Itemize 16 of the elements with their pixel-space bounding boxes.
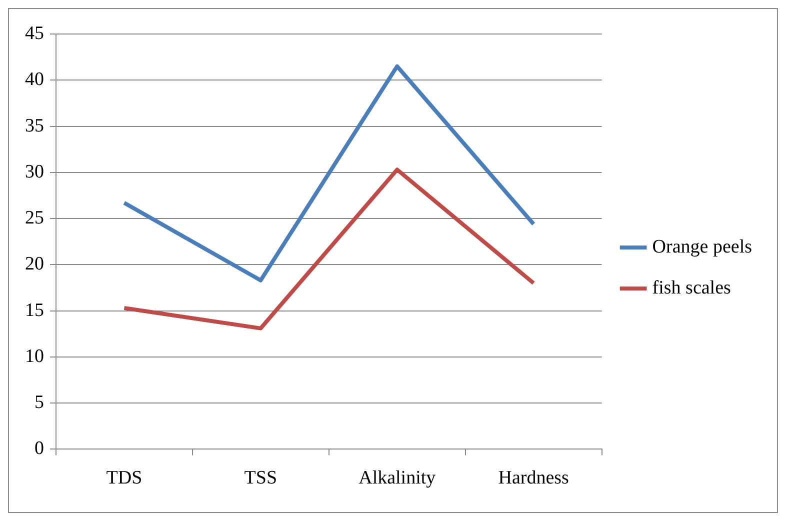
y-tick-label: 35 bbox=[25, 115, 44, 136]
x-tick-label: TSS bbox=[244, 468, 278, 489]
y-tick-label: 10 bbox=[25, 346, 44, 367]
y-tick-label: 20 bbox=[25, 254, 44, 275]
legend-label: fish scales bbox=[652, 277, 731, 298]
y-tick-label: 5 bbox=[34, 392, 44, 414]
x-tick-label: Hardness bbox=[498, 468, 569, 489]
y-tick-label: 0 bbox=[34, 438, 44, 460]
y-tick-label: 40 bbox=[25, 69, 44, 90]
y-tick-label: 30 bbox=[25, 161, 44, 182]
y-tick-label: 25 bbox=[25, 208, 44, 229]
x-tick-label: Alkalinity bbox=[358, 468, 436, 489]
y-tick-label: 15 bbox=[25, 300, 44, 321]
y-tick-label: 45 bbox=[25, 22, 44, 44]
legend-label: Orange peels bbox=[652, 236, 752, 258]
x-tick-label: TDS bbox=[106, 468, 142, 489]
